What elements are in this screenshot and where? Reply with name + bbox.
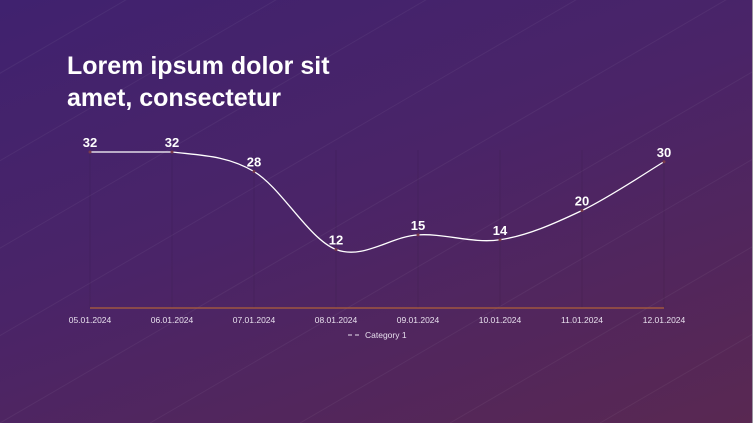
x-tick-label: 10.01.2024 — [479, 315, 522, 325]
data-label: 28 — [247, 155, 261, 170]
data-label: 14 — [493, 223, 508, 238]
background-stripe — [449, 246, 752, 423]
data-label: 32 — [83, 135, 97, 150]
x-tick-label: 08.01.2024 — [315, 315, 358, 325]
data-label: 32 — [165, 135, 179, 150]
data-point — [662, 160, 666, 164]
background-stripe — [0, 0, 460, 423]
chart-title: Lorem ipsum dolor sit amet, consectetur — [67, 52, 330, 112]
data-label: 12 — [329, 233, 343, 248]
x-tick-label: 07.01.2024 — [233, 315, 276, 325]
data-point — [416, 233, 420, 237]
data-point — [498, 238, 502, 242]
legend-label: Category 1 — [365, 330, 407, 340]
data-point — [88, 150, 92, 154]
data-label: 20 — [575, 194, 589, 209]
data-point — [170, 150, 174, 154]
background-stripe — [749, 421, 752, 423]
background-stripe — [149, 71, 752, 423]
data-label: 30 — [657, 145, 671, 160]
x-tick-label: 06.01.2024 — [151, 315, 194, 325]
x-tick-label: 11.01.2024 — [561, 315, 603, 325]
background-stripe — [0, 0, 610, 423]
data-point — [334, 248, 338, 251]
data-point — [252, 170, 256, 173]
x-tick-label: 05.01.2024 — [69, 315, 112, 325]
x-tick-label: 12.01.2024 — [643, 315, 686, 325]
data-label: 15 — [411, 218, 425, 233]
background-stripe — [0, 0, 277, 162]
background-stripe — [299, 158, 752, 423]
background-stripe — [0, 0, 127, 74]
background-stripe — [599, 333, 752, 423]
background-stripe — [0, 0, 10, 423]
data-point — [580, 209, 584, 212]
x-tick-label: 09.01.2024 — [397, 315, 440, 325]
